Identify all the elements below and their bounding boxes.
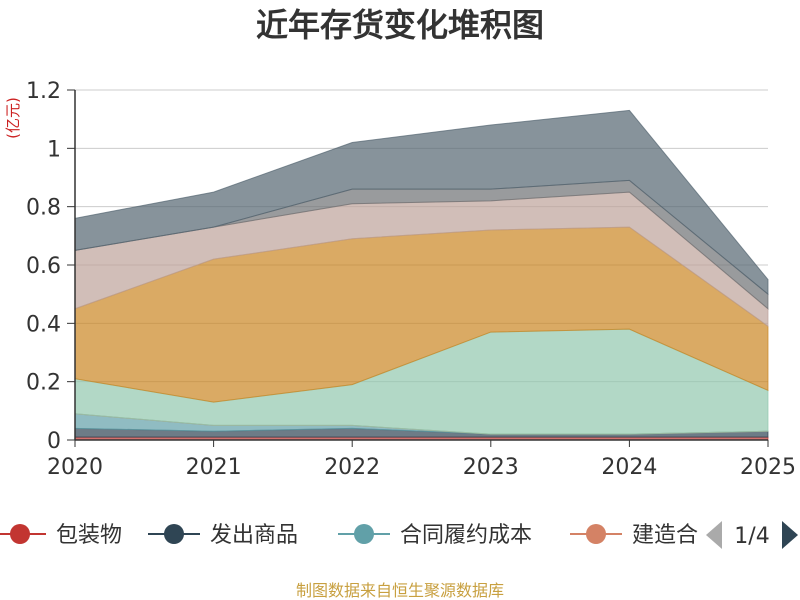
y-tick-labels: 0 0.2 0.4 0.6 0.8 1 1.2 [26, 79, 61, 454]
axes [74, 90, 768, 441]
x-tick-label: 2024 [601, 455, 657, 480]
y-tick-label: 0.2 [26, 371, 61, 396]
x-tick-label: 2025 [740, 455, 796, 480]
legend-label: 合同履约成本 [400, 523, 532, 548]
legend-pager: 1/4 [706, 521, 798, 549]
legend-marker-icon [164, 524, 184, 544]
legend-item[interactable]: 包装物 [0, 523, 122, 548]
legend-prev-arrow-icon[interactable] [706, 521, 722, 549]
legend-label: 建造合 [632, 523, 698, 548]
x-tick-labels: 2020 2021 2022 2023 2024 2025 [47, 440, 796, 480]
area-series-8 [74, 109, 769, 296]
chart-title: 近年存货变化堆积图 [256, 6, 544, 44]
y-tick-label: 1.2 [26, 79, 61, 104]
y-tick-label: 1 [47, 137, 61, 162]
y-tick-label: 0 [47, 429, 61, 454]
y-tick-label: 0.6 [26, 254, 61, 279]
legend-marker-icon [586, 524, 606, 544]
y-tick-label: 0.8 [26, 196, 61, 221]
legend-item[interactable]: 发出商品 [148, 523, 298, 548]
area-series-group [74, 109, 769, 441]
x-tick-label: 2023 [463, 455, 519, 480]
legend-item[interactable]: 合同履约成本 [338, 523, 532, 548]
x-tick-label: 2021 [186, 455, 242, 480]
legend-marker-icon [10, 524, 30, 544]
legend: 包装物 发出商品 合同履约成本 建造合 [0, 523, 698, 548]
legend-page-indicator: 1/4 [734, 524, 769, 549]
y-tick-label: 0.4 [26, 312, 61, 337]
y-axis-unit-label: (亿元) [4, 97, 22, 139]
legend-label: 包装物 [56, 523, 122, 548]
x-tick-label: 2022 [324, 455, 380, 480]
x-tick-label: 2020 [47, 455, 103, 480]
source-note: 制图数据来自恒生聚源数据库 [296, 581, 504, 600]
legend-item[interactable]: 建造合 [570, 523, 698, 548]
legend-label: 发出商品 [210, 523, 298, 548]
legend-marker-icon [354, 524, 374, 544]
legend-next-arrow-icon[interactable] [782, 521, 798, 549]
